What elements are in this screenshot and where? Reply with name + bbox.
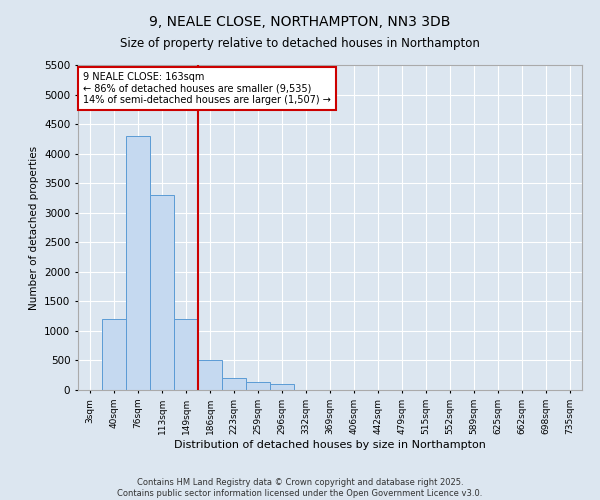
Text: 9, NEALE CLOSE, NORTHAMPTON, NN3 3DB: 9, NEALE CLOSE, NORTHAMPTON, NN3 3DB — [149, 15, 451, 29]
X-axis label: Distribution of detached houses by size in Northampton: Distribution of detached houses by size … — [174, 440, 486, 450]
Bar — [270, 384, 294, 390]
Bar — [246, 382, 270, 390]
Bar — [198, 360, 222, 390]
Text: 9 NEALE CLOSE: 163sqm
← 86% of detached houses are smaller (9,535)
14% of semi-d: 9 NEALE CLOSE: 163sqm ← 86% of detached … — [83, 72, 331, 104]
Bar — [102, 319, 126, 390]
Text: Size of property relative to detached houses in Northampton: Size of property relative to detached ho… — [120, 38, 480, 51]
Bar — [174, 319, 198, 390]
Y-axis label: Number of detached properties: Number of detached properties — [29, 146, 38, 310]
Bar — [222, 378, 246, 390]
Bar — [150, 195, 174, 390]
Text: Contains HM Land Registry data © Crown copyright and database right 2025.
Contai: Contains HM Land Registry data © Crown c… — [118, 478, 482, 498]
Bar — [126, 136, 150, 390]
